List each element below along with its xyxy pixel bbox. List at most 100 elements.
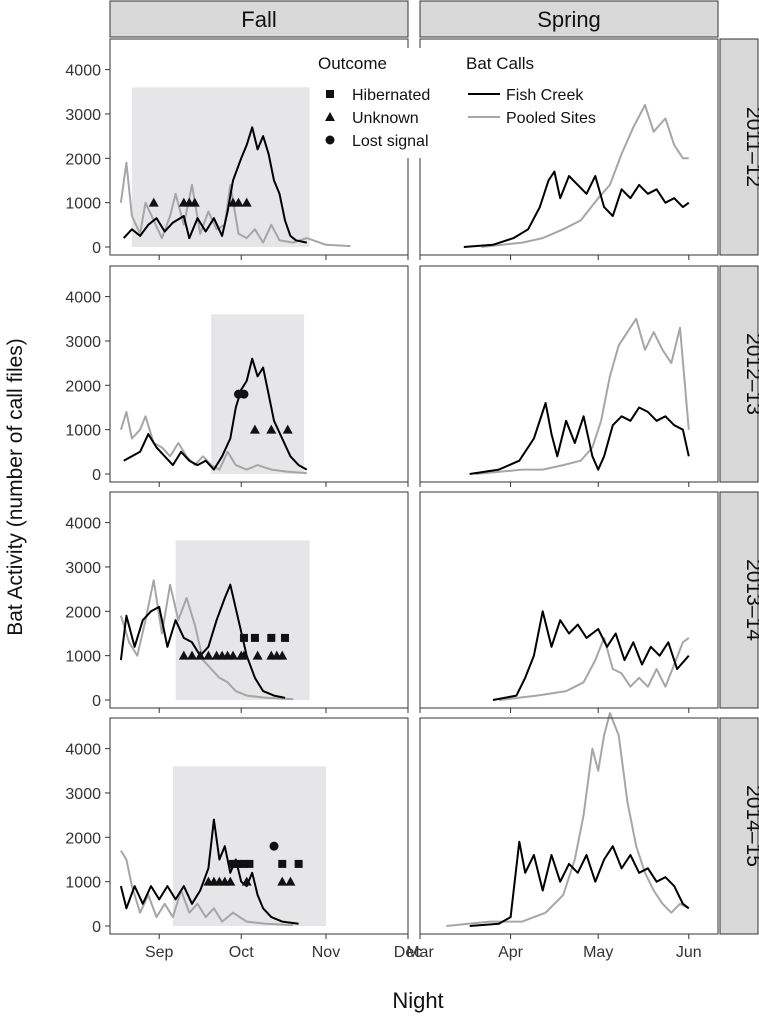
series-line-pooled-sites xyxy=(498,636,690,701)
facet-strips: Fall Spring xyxy=(109,0,719,38)
legend-item-fish-creek: Fish Creek xyxy=(506,87,584,104)
series-line-fish-creek xyxy=(469,402,690,475)
panel-border xyxy=(419,717,719,935)
marker-unknown xyxy=(277,876,288,886)
series-line-pooled-sites xyxy=(120,850,294,927)
marker-hibernated xyxy=(234,859,243,868)
series-line-pooled-sites xyxy=(481,104,689,248)
shaded-period xyxy=(172,766,326,926)
marker-unknown xyxy=(233,197,244,207)
marker-unknown xyxy=(238,650,249,660)
y-tick-label: 2000 xyxy=(65,830,101,847)
panel-background xyxy=(420,266,718,482)
panel-border xyxy=(109,491,409,709)
panel-border xyxy=(109,265,409,483)
y-tick-label: 4000 xyxy=(65,742,101,759)
row-strip-label: 2011–12 xyxy=(742,107,759,187)
x-tick-label: Apr xyxy=(498,944,524,961)
series-line-fish-creek xyxy=(119,818,299,925)
marker-unknown xyxy=(195,650,206,660)
y-tick-label: 3000 xyxy=(65,786,101,803)
legend-triangle-icon xyxy=(325,112,335,121)
panel-2014-15-spring: Mar Apr May Jun 2014–15 xyxy=(406,712,759,961)
legend-item-pooled-sites: Pooled Sites xyxy=(506,110,596,127)
marker-unknown xyxy=(241,197,252,207)
marker-hibernated xyxy=(245,859,254,868)
y-tick-label: 0 xyxy=(92,919,101,936)
x-tick-label: Jun xyxy=(676,944,702,961)
marker-unknown xyxy=(282,424,293,434)
x-tick-label: Mar xyxy=(406,944,434,961)
marker-unknown xyxy=(285,876,296,886)
panel-2014-15-fall: 0 1000 2000 3000 4000 Sep Oct Nov Dec xyxy=(65,717,422,961)
marker-unknown xyxy=(277,650,288,660)
legend-calls-title: Bat Calls xyxy=(466,54,534,73)
strip-spring-bg xyxy=(419,0,719,38)
legend-item-unknown: Unknown xyxy=(352,110,419,127)
y-tick-label: 0 xyxy=(92,693,101,710)
y-axis-title: Bat Activity (number of call files) xyxy=(4,338,27,636)
panel-2013-14-spring: 2013–14 xyxy=(419,491,759,713)
x-axis-title: Night xyxy=(392,988,443,1013)
legend-circle-icon xyxy=(325,135,335,145)
series-line-fish-creek xyxy=(463,170,690,248)
y-tick-label: 2000 xyxy=(65,378,101,395)
strip-fall-bg xyxy=(109,0,409,38)
y-tick-label: 0 xyxy=(92,240,101,257)
x-tick-label: Oct xyxy=(229,944,254,961)
series-line-pooled-sites xyxy=(475,317,690,475)
panel-2013-14-fall: 0 1000 2000 3000 4000 xyxy=(65,491,409,713)
row-strip xyxy=(719,717,759,935)
legend-outcome-title: Outcome xyxy=(318,54,387,73)
legend: Outcome Bat Calls Hibernated Unknown Lost si… xyxy=(310,48,610,158)
shaded-period xyxy=(175,540,310,700)
y-tick-label: 4000 xyxy=(65,516,101,533)
marker-hibernated xyxy=(267,633,276,642)
marker-hibernated xyxy=(239,633,248,642)
legend-item-hibernated: Hibernated xyxy=(352,87,430,104)
panel-border xyxy=(109,717,409,935)
strip-spring-label: Spring xyxy=(537,7,601,32)
panel-background xyxy=(420,718,718,934)
panel-2012-13-spring: 2012–13 xyxy=(419,265,759,487)
x-tick-label: Sep xyxy=(145,944,174,961)
y-tick-label: 2000 xyxy=(65,604,101,621)
legend-square-icon xyxy=(326,90,334,98)
y-tick-label: 1000 xyxy=(65,649,101,666)
panels: 0 1000 2000 3000 4000 2011–12 0 1000 2000 3000 400… xyxy=(65,38,759,961)
row-strip-label: 2014–15 xyxy=(742,785,759,867)
marker-unknown xyxy=(189,197,200,207)
marker-unknown xyxy=(228,650,239,660)
panel-border xyxy=(419,491,719,709)
row-strip xyxy=(719,38,759,256)
marker-unknown xyxy=(187,650,198,660)
y-tick-label: 0 xyxy=(92,467,101,484)
legend-item-lost-signal: Lost signal xyxy=(352,133,429,150)
marker-unknown xyxy=(266,424,277,434)
marker-hibernated xyxy=(229,859,238,868)
x-tick-label: May xyxy=(583,944,613,961)
legend-calls-backdrop xyxy=(460,48,610,133)
marker-unknown xyxy=(225,876,236,886)
y-tick-label: 4000 xyxy=(65,290,101,307)
y-tick-label: 3000 xyxy=(65,334,101,351)
marker-hibernated xyxy=(250,633,259,642)
panel-border xyxy=(419,265,719,483)
panel-2012-13-fall: 0 1000 2000 3000 4000 xyxy=(65,265,409,487)
series-line-fish-creek xyxy=(123,357,308,471)
series-line-pooled-sites xyxy=(119,579,294,701)
row-strip-label: 2013–14 xyxy=(742,559,759,641)
marker-unknown xyxy=(249,424,260,434)
panel-background xyxy=(420,492,718,708)
series-line-fish-creek xyxy=(469,840,690,927)
marker-lost-signal xyxy=(269,841,279,851)
y-tick-label: 1000 xyxy=(65,423,101,440)
marker-hibernated xyxy=(294,859,303,868)
y-tick-label: 2000 xyxy=(65,151,101,168)
row-strip xyxy=(719,265,759,483)
marker-hibernated xyxy=(239,859,248,868)
row-strip xyxy=(719,491,759,709)
series-line-fish-creek xyxy=(122,126,308,244)
marker-unknown xyxy=(148,197,159,207)
